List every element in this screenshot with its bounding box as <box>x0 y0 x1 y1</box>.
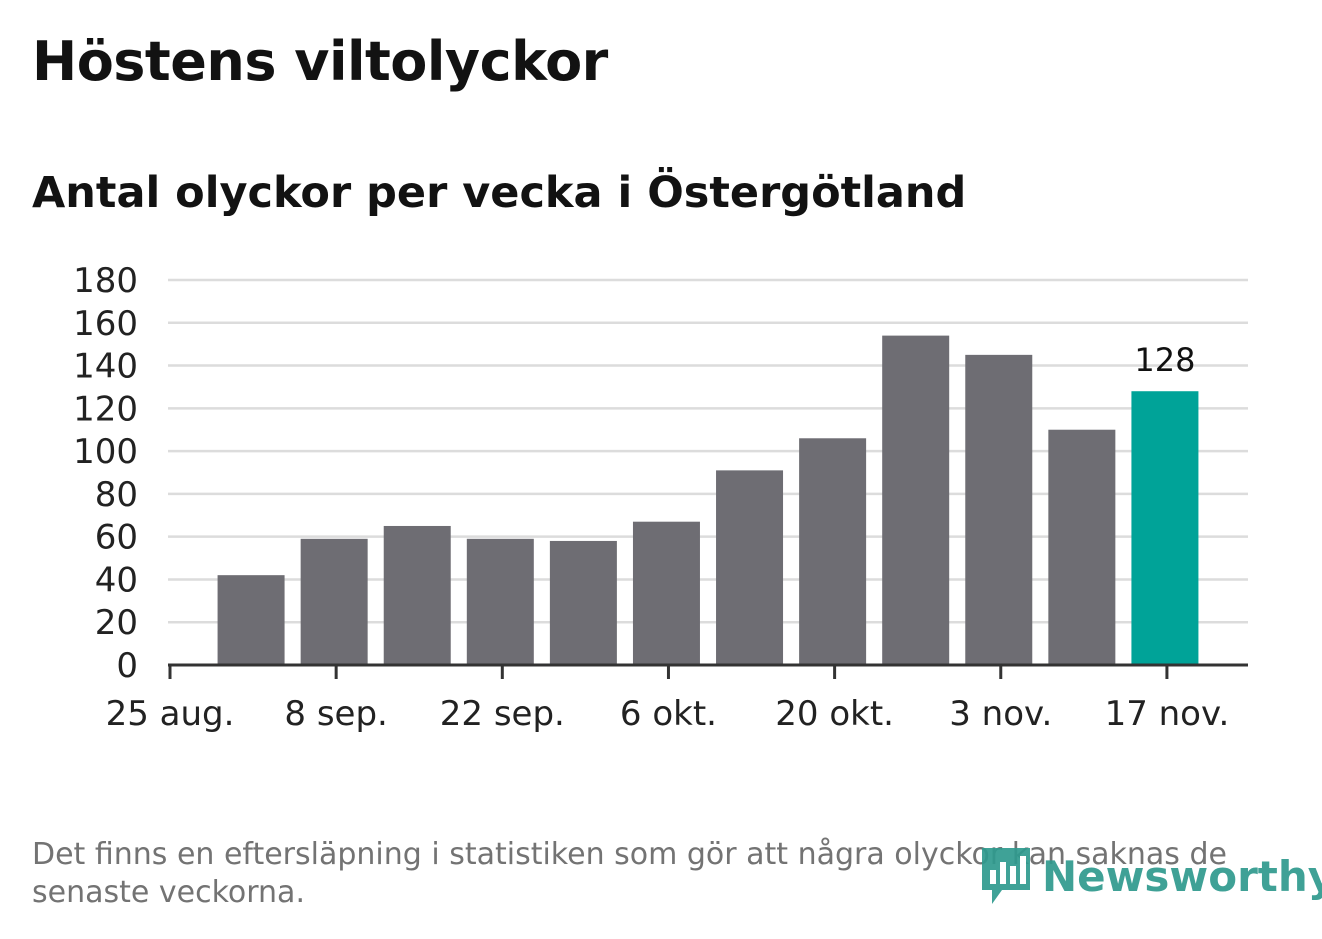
y-tick-label: 120 <box>73 389 138 429</box>
y-tick-label: 100 <box>73 432 138 472</box>
chart-title: Höstens viltolyckor <box>32 30 608 93</box>
bar <box>300 538 368 665</box>
bar <box>799 438 867 665</box>
chart-subtitle: Antal olyckor per vecka i Östergötland <box>32 168 967 218</box>
x-tick-label: 6 okt. <box>620 694 717 734</box>
x-tick-label: 25 aug. <box>106 694 235 734</box>
y-tick-label: 0 <box>116 646 138 686</box>
x-tick-label: 8 sep. <box>284 694 387 734</box>
bar <box>965 354 1033 665</box>
bar-chart-bubble-icon <box>982 848 1030 904</box>
bar <box>383 525 451 665</box>
brand-name: Newsworthy <box>1042 851 1322 901</box>
y-tick-label: 160 <box>73 304 138 344</box>
bar <box>716 470 784 665</box>
bar <box>1131 391 1199 665</box>
y-tick-label: 40 <box>95 560 138 600</box>
bar <box>549 540 617 665</box>
y-tick-label: 180 <box>73 261 138 301</box>
y-tick-label: 140 <box>73 347 138 387</box>
newsworthy-logo: Newsworthy <box>978 844 1322 908</box>
x-tick-label: 17 nov. <box>1105 694 1230 734</box>
x-tick-label: 3 nov. <box>949 694 1052 734</box>
y-tick-label: 80 <box>95 475 138 515</box>
x-tick-label: 22 sep. <box>440 694 565 734</box>
y-tick-label: 20 <box>95 603 138 643</box>
bar <box>466 538 534 665</box>
y-tick-label: 60 <box>95 518 138 558</box>
bar <box>1048 429 1116 665</box>
bar <box>882 335 950 665</box>
bar <box>217 575 285 665</box>
data-label: 128 <box>1134 341 1195 379</box>
bar <box>632 521 700 665</box>
x-tick-label: 20 okt. <box>775 694 894 734</box>
